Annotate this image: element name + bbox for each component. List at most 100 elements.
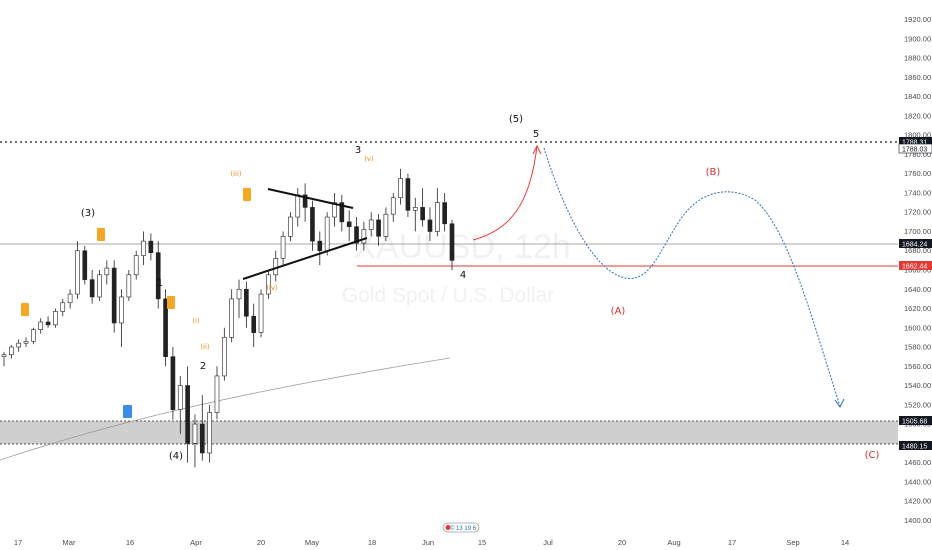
- candle-body: [332, 202, 337, 218]
- wave-label-v: (v): [364, 155, 374, 163]
- candle-body: [346, 221, 352, 227]
- candle-body: [185, 385, 190, 444]
- candle-body: [229, 298, 234, 338]
- wave-c-arrowhead: [834, 398, 845, 408]
- candle-body: [23, 340, 29, 344]
- candle-body: [38, 321, 44, 331]
- wave-label-4-paren: (4): [169, 451, 183, 462]
- candle-body: [155, 252, 161, 300]
- wave-label-c: (C): [865, 450, 880, 461]
- candle-body: [361, 229, 367, 244]
- price-label: 1788.03: [902, 147, 927, 154]
- y-tick-label: 1720.00: [904, 208, 931, 217]
- y-tick-label: 1640.00: [904, 285, 931, 294]
- candle-body: [442, 202, 447, 225]
- candle-body: [420, 207, 425, 221]
- candle-body: [163, 298, 168, 357]
- x-tick-label: 20: [257, 538, 265, 547]
- y-tick-label: 1700.00: [904, 227, 931, 236]
- badge-icon: [445, 525, 451, 530]
- wave-label-2: 2: [200, 361, 206, 372]
- candle-body: [427, 219, 433, 232]
- support-zone: [0, 421, 898, 444]
- y-tick-label: 1540.00: [904, 381, 931, 390]
- candle-body: [192, 423, 198, 444]
- triangle-upper-line: [267, 188, 354, 209]
- price-label: 1505.68: [902, 419, 927, 426]
- wave-label-iii: (iii): [230, 170, 242, 178]
- candle-body: [199, 423, 205, 454]
- wave-label-5-paren: (5): [509, 114, 523, 125]
- price-label: 1788.31: [902, 140, 927, 147]
- candle-body: [449, 223, 455, 261]
- candle-body: [258, 293, 264, 333]
- x-tick-label: Jul: [543, 538, 553, 547]
- y-tick-label: 1440.00: [904, 477, 931, 486]
- x-tick-label: 20: [618, 538, 626, 547]
- candle-body: [273, 258, 279, 276]
- dividend-marker[interactable]: [167, 296, 175, 309]
- candle-body: [177, 385, 183, 410]
- y-tick-label: 1820.00: [904, 111, 931, 120]
- candle-body: [75, 250, 80, 295]
- time-axis[interactable]: 17 Mar 16 Apr 20 May 18 Jun 15 Jul 20 Aug 17 Sep 14: [14, 538, 849, 547]
- candle-body: [45, 321, 51, 326]
- candle-body: [111, 267, 117, 324]
- candle-body: [376, 219, 381, 237]
- candle-body: [89, 279, 95, 298]
- abc-projection: [543, 147, 841, 407]
- candles-group: [1, 168, 455, 468]
- candle-body: [53, 311, 58, 326]
- y-tick-label: 1560.00: [904, 362, 931, 371]
- x-tick-label: Apr: [190, 538, 202, 547]
- footer-badge: © 13 19 6: [450, 525, 477, 532]
- wave5-projection: [472, 145, 538, 241]
- y-tick-label: 1460.00: [904, 458, 931, 467]
- wave5-arrowhead: [532, 144, 542, 155]
- y-tick-label: 1580.00: [904, 343, 931, 352]
- split-marker[interactable]: [123, 405, 132, 418]
- x-tick-label: 15: [478, 538, 486, 547]
- y-tick-label: 1860.00: [904, 73, 931, 82]
- wave-label-3: 3: [355, 145, 361, 156]
- candle-body: [31, 329, 36, 342]
- candle-body: [383, 213, 389, 237]
- wave-label-1: 1: [157, 278, 163, 289]
- moving-average-line: [0, 357, 451, 461]
- candle-body: [295, 194, 301, 218]
- candle-body: [67, 293, 73, 304]
- candle-body: [266, 274, 271, 295]
- candle-body: [434, 202, 440, 232]
- candle-body: [60, 302, 66, 312]
- dividend-marker[interactable]: [243, 188, 251, 201]
- candle-body: [288, 216, 293, 237]
- candle-body: [104, 267, 110, 276]
- candle-body: [170, 356, 176, 410]
- price-label-box: [898, 143, 932, 154]
- candle-body: [222, 337, 227, 377]
- y-tick-label: 1880.00: [904, 54, 931, 63]
- x-tick-label: 18: [368, 538, 376, 547]
- price-label: 1480.15: [902, 444, 927, 451]
- triangle-lower-line: [242, 237, 368, 280]
- candle-body: [310, 207, 315, 242]
- candle-body: [16, 342, 22, 348]
- y-tick-label: 1920.00: [904, 15, 931, 24]
- wave-label-5: 5: [533, 129, 539, 140]
- x-tick-label: 14: [841, 538, 849, 547]
- dividend-marker[interactable]: [21, 303, 29, 316]
- y-tick-label: 1420.00: [904, 497, 931, 506]
- price-label-box: [899, 416, 932, 425]
- x-tick-label: Mar: [63, 538, 76, 547]
- x-tick-label: 17: [14, 538, 22, 547]
- candle-body: [412, 207, 418, 211]
- candle-body: [126, 274, 132, 298]
- y-tick-label: 1800.00: [904, 131, 931, 140]
- candle-body: [398, 178, 403, 199]
- watermark-name: Gold Spot / U.S. Dollar: [342, 284, 554, 307]
- candle-body: [82, 250, 88, 280]
- dividend-marker[interactable]: [97, 228, 105, 241]
- y-tick-label: 1600.00: [904, 323, 931, 332]
- candle-body: [236, 288, 242, 300]
